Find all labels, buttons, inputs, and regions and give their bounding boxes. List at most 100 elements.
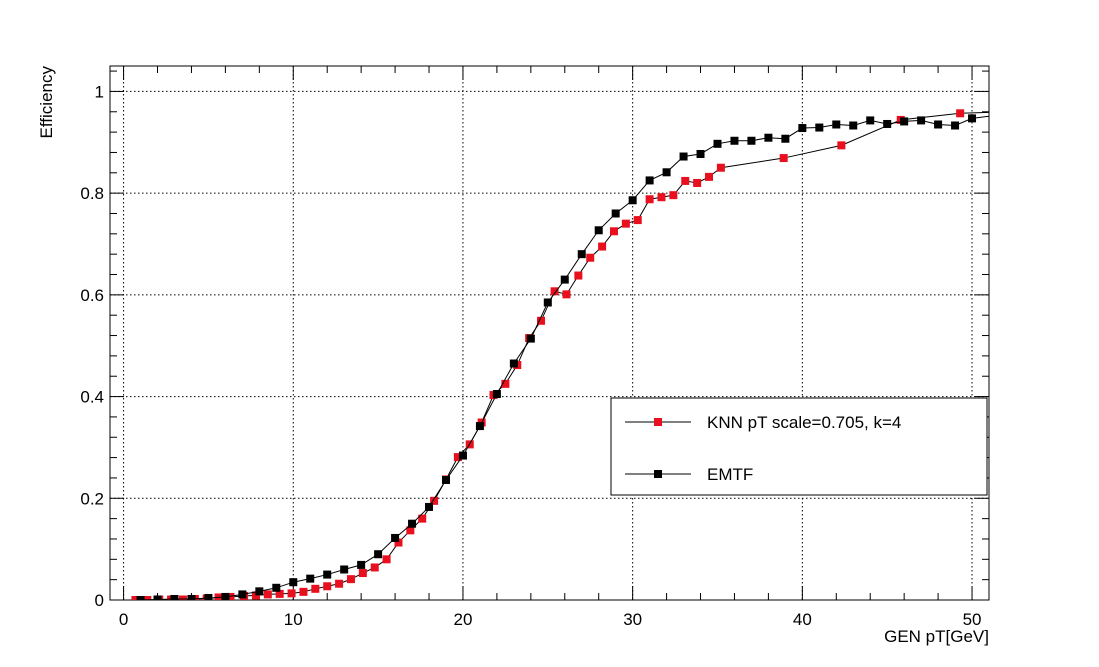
data-point [323,570,332,579]
data-point [934,120,943,129]
data-point [509,359,518,368]
data-point [849,121,858,130]
data-point [263,590,272,599]
x-tick-label-3: 30 [623,610,642,629]
data-point [299,587,308,596]
data-point [645,176,654,185]
x-tick-label-4: 40 [793,610,812,629]
y-tick-label-0: 0 [95,591,104,610]
data-point [781,134,790,143]
y-tick-label-3: 0.6 [80,286,104,305]
data-point [669,191,678,200]
data-point [458,451,467,460]
data-point [543,298,552,307]
data-point [645,195,654,204]
data-point [662,168,671,177]
data-point [418,514,427,523]
legend: KNN pT scale=0.705, k=4 EMTF [610,397,988,496]
data-point [323,582,332,591]
data-point [574,271,583,280]
data-point [951,121,960,130]
data-point [335,579,344,588]
data-point [968,114,977,123]
data-point [441,475,450,484]
data-point [798,124,807,133]
legend-marker-1 [654,470,662,478]
data-point [837,141,846,150]
legend-marker-0 [654,418,662,426]
data-point [187,594,196,600]
data-point [475,422,484,431]
data-point [526,334,535,343]
data-point [406,526,415,535]
series-layer [131,109,989,600]
data-point [346,575,355,584]
x-tick-label-5: 50 [963,610,982,629]
series-1 [136,114,989,600]
data-point [560,275,569,284]
data-point [430,496,439,505]
tick-labels: 0 10 20 30 40 50 0 0.2 0.4 0.6 0.8 1 [80,82,981,629]
data-point [611,209,620,218]
x-tick-label-0: 0 [119,610,128,629]
data-point [374,550,383,559]
data-point [311,584,320,593]
data-point [255,587,264,596]
data-point [501,379,510,388]
data-point [204,593,213,600]
data-point [131,596,140,600]
data-point [705,172,714,181]
data-point [866,116,875,125]
data-point [251,591,260,600]
x-tick-label-2: 20 [453,610,472,629]
data-point [764,133,773,142]
data-point [153,595,162,600]
data-point [883,119,892,128]
data-point [357,560,366,569]
data-point [900,117,909,126]
data-point [382,555,391,564]
data-point [586,253,595,262]
data-point [679,152,688,161]
data-point [681,176,690,185]
data-point [287,589,296,598]
data-point [143,596,152,600]
data-point [453,453,462,462]
data-point [340,565,349,574]
data-point [408,519,417,528]
data-point [956,109,965,118]
data-point [275,589,284,598]
legend-label-0: KNN pT scale=0.705, k=4 [707,413,901,432]
data-point [779,154,788,163]
data-point [628,196,637,205]
data-point [609,227,618,236]
data-point [272,583,281,592]
data-point [713,139,722,148]
data-point [425,502,434,511]
data-point [537,316,546,325]
data-point [306,574,315,583]
data-point [550,287,559,296]
data-point [633,216,642,225]
legend-box [610,397,988,496]
y-axis-title: Efficiency [37,66,56,139]
data-point [594,226,603,235]
data-point [696,149,705,158]
data-point [577,250,586,259]
data-point [598,242,607,251]
data-point [730,136,739,145]
data-point [815,123,824,132]
x-axis-title: GEN pT[GeV] [884,627,989,646]
data-point [562,290,571,299]
data-point [394,538,403,547]
data-point [693,178,702,187]
y-tick-label-4: 0.8 [80,184,104,203]
legend-label-1: EMTF [707,465,753,484]
y-tick-label-2: 0.4 [80,388,104,407]
data-point [214,593,223,600]
data-point [492,390,501,399]
data-point [178,595,187,600]
data-point [391,533,400,542]
data-point [289,578,298,587]
